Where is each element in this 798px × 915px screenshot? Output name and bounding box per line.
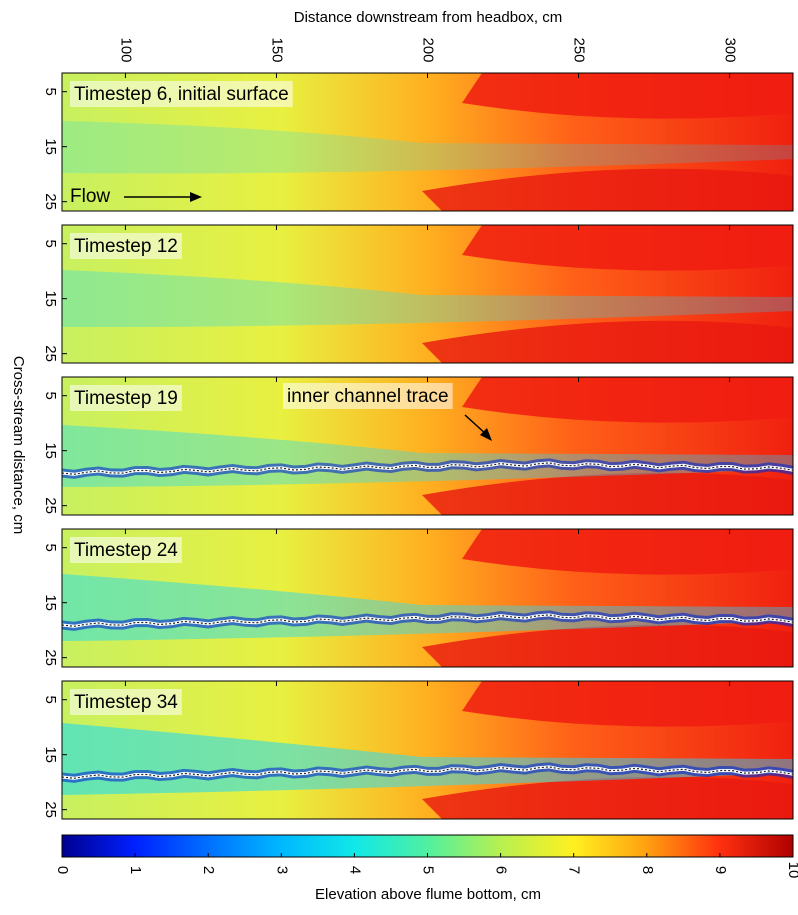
heatmap-red-zone — [422, 472, 793, 515]
heatmap-red-zone — [462, 377, 793, 423]
y-tick-label: 25 — [42, 193, 59, 210]
heatmap-channel-zone — [62, 270, 793, 328]
x-tick-label: 100 — [117, 37, 134, 62]
colorbar-tick-label: 10 — [785, 862, 798, 879]
y-tick-label: 5 — [42, 240, 59, 248]
heatmap-red-zone — [462, 681, 793, 727]
colorbar-tick-label: 6 — [493, 866, 510, 874]
y-tick-label: 5 — [42, 88, 59, 96]
y-tick-label: 5 — [42, 392, 59, 400]
panel-label: Timestep 24 — [74, 540, 178, 561]
heatmap-red-zone — [462, 529, 793, 575]
panel-label: Timestep 12 — [74, 236, 178, 257]
y-tick-label: 5 — [42, 696, 59, 704]
colorbar-tick-label: 8 — [639, 866, 656, 874]
flow-label: Flow — [70, 186, 110, 207]
x-tick-label: 250 — [571, 37, 588, 62]
colorbar-tick-label: 4 — [346, 866, 363, 874]
panel-label-bg — [70, 81, 293, 107]
panel-label-bg — [70, 537, 182, 563]
panel-label-bg — [70, 385, 182, 411]
colorbar-tick-label: 2 — [200, 866, 217, 874]
panel-label: Timestep 19 — [74, 388, 178, 409]
colorbar-tick-label: 1 — [127, 866, 144, 874]
heatmap-red-zone — [422, 624, 793, 667]
heatmap-red-zone — [422, 320, 793, 363]
y-tick-label: 15 — [42, 594, 59, 611]
y-tick-label: 15 — [42, 442, 59, 459]
colorbar-tick-label: 5 — [420, 866, 437, 874]
colorbar-tick-label: 7 — [566, 866, 583, 874]
colorbar-tick-label: 0 — [54, 866, 71, 874]
x-tick-label: 200 — [420, 37, 437, 62]
y-tick-label: 25 — [42, 345, 59, 362]
x-tick-label: 150 — [268, 37, 285, 62]
annotation-arrowhead — [480, 428, 492, 441]
y-tick-label: 25 — [42, 497, 59, 514]
flow-arrowhead — [190, 192, 202, 202]
panel-label-bg — [70, 233, 182, 259]
channel-trace-dots — [61, 462, 794, 475]
panel-label: Timestep 6, initial surface — [74, 84, 289, 105]
y-tick-label: 25 — [42, 801, 59, 818]
colorbar-label: Elevation above flume bottom, cm — [315, 886, 541, 903]
y-tick-label: 5 — [42, 544, 59, 552]
panel-label-bg — [70, 689, 182, 715]
colorbar-tick-label: 3 — [273, 866, 290, 874]
annotation: inner channel trace — [287, 386, 449, 407]
channel-trace-dots — [61, 766, 794, 779]
channel-trace-dots — [61, 614, 794, 627]
y-tick-label: 15 — [42, 138, 59, 155]
colorbar-tick-label: 9 — [712, 866, 729, 874]
heatmap-channel-zone — [62, 121, 793, 174]
heatmap-red-zone — [422, 168, 793, 211]
x-axis-label: Distance downstream from headbox, cm — [294, 9, 562, 26]
y-tick-label: 15 — [42, 746, 59, 763]
y-tick-label: 25 — [42, 649, 59, 666]
x-tick-label: 300 — [722, 37, 739, 62]
annotation-bg — [283, 383, 453, 409]
heatmap-red-zone — [422, 776, 793, 819]
y-axis-label: Cross-stream distance, cm — [10, 356, 27, 534]
heatmap-red-zone — [462, 73, 793, 119]
heatmap-red-zone — [462, 225, 793, 271]
y-tick-label: 15 — [42, 290, 59, 307]
panel-label: Timestep 34 — [74, 692, 178, 713]
